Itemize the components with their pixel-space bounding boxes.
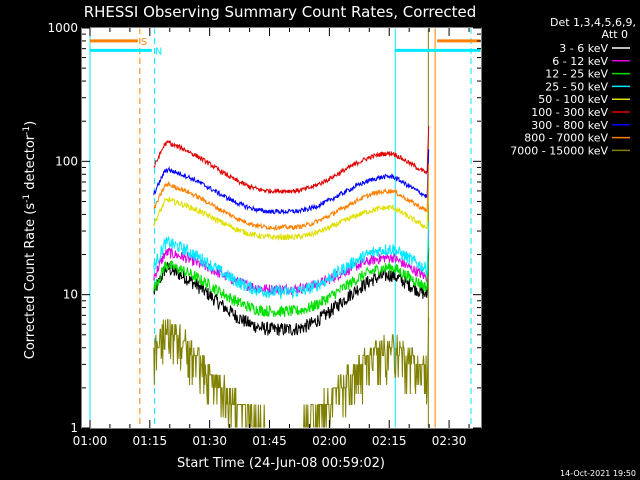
- y-tick-label-1: 10: [63, 288, 78, 302]
- plot-clip-group: [89, 28, 481, 428]
- legend-entry-1: 6 - 12 keV: [552, 55, 608, 68]
- y-tick-label-0: 1: [70, 421, 78, 435]
- x-tick-label-5: 02:15: [372, 434, 407, 448]
- series-line-2: [153, 240, 430, 318]
- series-line-3: [153, 221, 430, 300]
- legend-header-1: Att 0: [602, 28, 628, 41]
- legend-entry-8: 7000 - 15000 keV: [510, 144, 608, 157]
- x-tick-label-6: 02:30: [432, 434, 467, 448]
- x-tick-label-0: 01:00: [73, 434, 108, 448]
- x-tick-label-2: 01:30: [192, 434, 227, 448]
- y-axis-label: Corrected Count Rate (s-1 detector-1): [22, 121, 38, 359]
- axes: 1 10 100 1000 01:00 01:15 01:30 01:45 02:00 02:15…: [47, 21, 482, 448]
- legend-header-0: Det 1,3,4,5,6,9,: [550, 16, 636, 29]
- x-tick-label-4: 02:00: [312, 434, 347, 448]
- series-line-1: [153, 230, 430, 296]
- series-line-0: [153, 247, 430, 337]
- series-line-7: [153, 163, 430, 231]
- chart-title: RHESSI Observing Summary Count Rates, Co…: [84, 3, 477, 21]
- series-line-5: [153, 125, 430, 195]
- plot-area: SN: [82, 28, 481, 428]
- y-tick-label-2: 100: [55, 154, 78, 168]
- x-axis-label: Start Time (24-Jun-08 00:59:02): [177, 456, 385, 471]
- legend-entry-2: 12 - 25 keV: [545, 68, 608, 81]
- flag-label-S: S: [141, 37, 147, 48]
- legend-entry-7: 800 - 7000 keV: [524, 132, 608, 145]
- y-tick-label-3: 1000: [47, 21, 78, 35]
- legend-entry-4: 50 - 100 keV: [538, 93, 608, 106]
- series-line-4: [153, 180, 430, 242]
- legend-entry-3: 25 - 50 keV: [545, 80, 608, 93]
- plot-frame: [81, 27, 482, 429]
- legend-entry-0: 3 - 6 keV: [559, 42, 608, 55]
- legend-entry-6: 300 - 800 keV: [531, 119, 608, 132]
- x-tick-label-1: 01:15: [133, 434, 168, 448]
- series-line-8: [153, 317, 430, 428]
- flag-label-N: N: [155, 46, 162, 57]
- series-line-6: [153, 149, 430, 215]
- x-tick-label-3: 01:45: [252, 434, 287, 448]
- timestamp: 14-Oct-2021 19:50: [560, 469, 636, 478]
- legend-entry-5: 100 - 300 keV: [531, 106, 608, 119]
